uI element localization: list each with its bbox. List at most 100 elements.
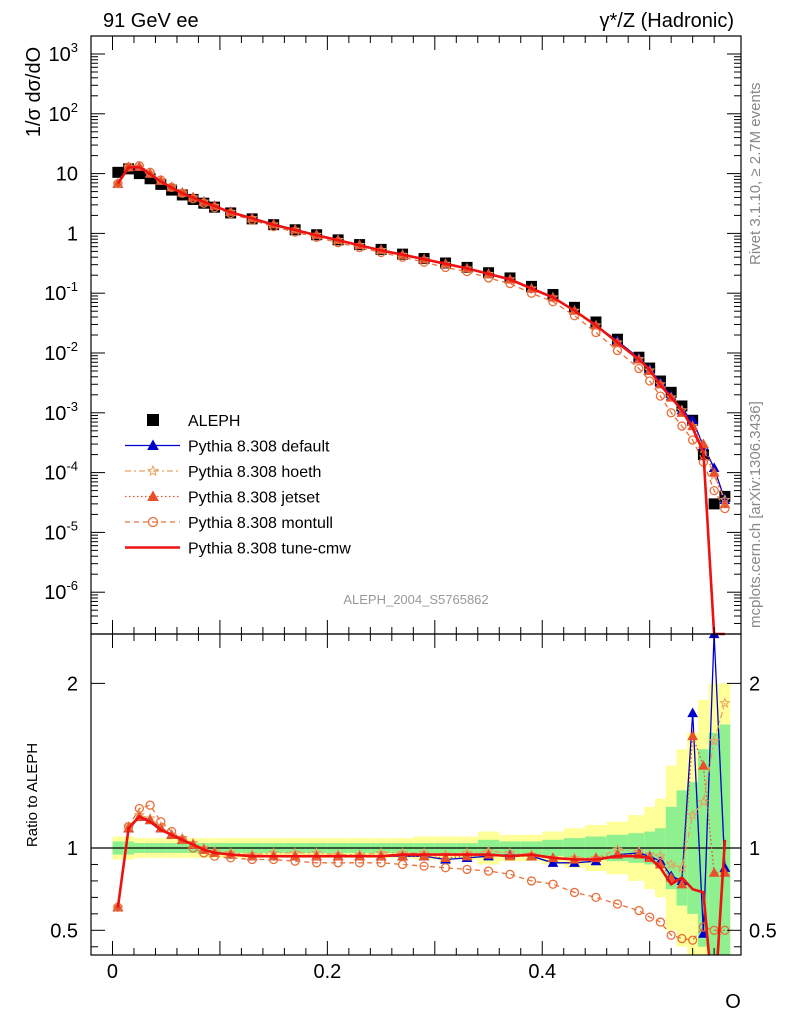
ratio-series-point	[634, 905, 644, 916]
ratio-series-point	[612, 899, 623, 909]
legend-label: Pythia 8.308 tune-cmw	[188, 541, 351, 558]
ratio-series-point	[719, 697, 731, 708]
ratio-series-point	[440, 852, 451, 862]
ratio-series-point	[547, 857, 559, 867]
ratio-series-pythia-8-308-default	[112, 634, 731, 938]
main-y-axis-title: 1/σ dσ/dO	[23, 47, 45, 137]
ratio-series-point	[440, 863, 451, 873]
legend-label: Pythia 8.308 hoeth	[188, 464, 321, 481]
ratio-series-point	[688, 935, 698, 945]
analysis-watermark: ALEPH_2004_S5765862	[343, 592, 488, 607]
ratio-series-point	[698, 760, 709, 770]
ratio-y-axis-title: Ratio to ALEPH	[24, 743, 41, 847]
legend-label: ALEPH	[188, 413, 240, 430]
ratio-series-point	[333, 858, 343, 868]
main-y-tick-label: 10-4	[44, 459, 78, 485]
uncertainty-band-inner	[708, 732, 720, 955]
series-point	[612, 345, 623, 356]
series-point	[655, 391, 666, 401]
ratio-series-point	[591, 892, 601, 903]
series-point	[591, 327, 601, 338]
ratio-y-tick-label-right: 0.5	[749, 920, 777, 942]
ratio-series-pythia-8-308-tune-cmw	[116, 815, 727, 955]
ratio-series-point	[311, 858, 322, 868]
mcplots-label: mcplots.cern.ch [arXiv:1306.3436]	[747, 401, 764, 628]
ratio-series-point	[677, 933, 687, 944]
legend-label: Pythia 8.308 default	[188, 439, 330, 456]
main-y-tick-label: 10-2	[44, 339, 78, 365]
main-y-tick-label: 103	[49, 40, 78, 66]
series-point	[720, 503, 730, 514]
x-tick-label: 0.2	[313, 961, 341, 983]
ratio-series-point	[569, 887, 580, 898]
series-aleph	[112, 163, 731, 510]
ratio-y-tick-label-right: 2	[749, 673, 760, 695]
ratio-series-point	[666, 930, 676, 940]
ratio-y-tick-label: 0.5	[50, 920, 78, 942]
legend-label: Pythia 8.308 jetset	[188, 490, 320, 507]
series-line	[117, 165, 726, 509]
x-axis-title: O	[725, 991, 741, 1013]
series-point	[645, 376, 655, 386]
legend-entry: Pythia 8.308 hoeth	[125, 464, 321, 481]
ratio-series-point	[505, 869, 515, 879]
series-line	[116, 165, 725, 636]
ratio-plot-frame	[90, 633, 742, 956]
header-right-label: γ*/Z (Hadronic)	[600, 10, 734, 32]
ratio-series-line	[117, 634, 726, 934]
ratio-series-point	[548, 879, 558, 889]
x-tick-label: 0	[107, 961, 118, 983]
uncertainty-band-inner	[719, 724, 731, 955]
ratio-series-point	[483, 866, 494, 876]
legend-entry: Pythia 8.308 tune-cmw	[125, 541, 351, 558]
ratio-series-point	[526, 876, 537, 886]
legend-symbol	[147, 414, 159, 426]
legend-symbol	[147, 516, 159, 528]
series-point	[397, 252, 408, 262]
series-point	[177, 188, 187, 198]
legend-symbol	[146, 464, 160, 477]
ratio-series-point	[665, 858, 677, 870]
data-point	[708, 498, 720, 510]
series-pythia-8-308-montull	[113, 161, 730, 514]
ratio-y-tick-label-right: 1	[749, 838, 760, 860]
series-point	[709, 485, 719, 496]
ratio-series-point	[676, 878, 688, 889]
legend-symbol	[147, 439, 159, 450]
series-pythia-8-308-jetset	[112, 161, 731, 508]
ratio-series-point	[419, 861, 429, 871]
ratio-panel: 0.5 0.5 1 1 2 2 0 0.2 0.4	[50, 633, 777, 983]
data-point	[112, 166, 124, 178]
series-point	[677, 421, 687, 431]
main-y-tick-label: 10-3	[44, 399, 78, 425]
ratio-series-point	[645, 912, 655, 922]
ratio-y-tick-label: 2	[67, 673, 78, 695]
ratio-series-point	[708, 867, 720, 877]
series-point	[166, 182, 177, 192]
series-point	[634, 363, 644, 374]
ratio-series-point	[698, 928, 709, 938]
rivet-version-label: Rivet 3.1.10, ≥ 2.7M events	[747, 83, 764, 266]
series-point	[134, 161, 144, 171]
data-point	[133, 168, 145, 180]
x-tick-label: 0.4	[528, 961, 556, 983]
ratio-series-point	[397, 859, 408, 870]
ratio-series-point	[134, 803, 144, 814]
main-y-tick-label: 102	[49, 100, 78, 126]
main-y-tick-label: 1	[67, 223, 78, 245]
ratio-series-point	[654, 850, 666, 861]
series-pythia-8-308-tune-cmw	[116, 165, 725, 636]
ratio-series-point	[145, 800, 155, 810]
main-y-tick-label: 10	[56, 164, 78, 186]
ratio-series-point	[687, 809, 699, 820]
series-point	[113, 178, 123, 189]
ratio-series-point	[708, 735, 720, 746]
ratio-series-point	[676, 862, 688, 873]
legend-entry: Pythia 8.308 jetset	[125, 490, 320, 507]
legend-symbol	[147, 490, 159, 501]
ratio-series-point	[655, 917, 666, 927]
ratio-series-point	[376, 858, 386, 868]
